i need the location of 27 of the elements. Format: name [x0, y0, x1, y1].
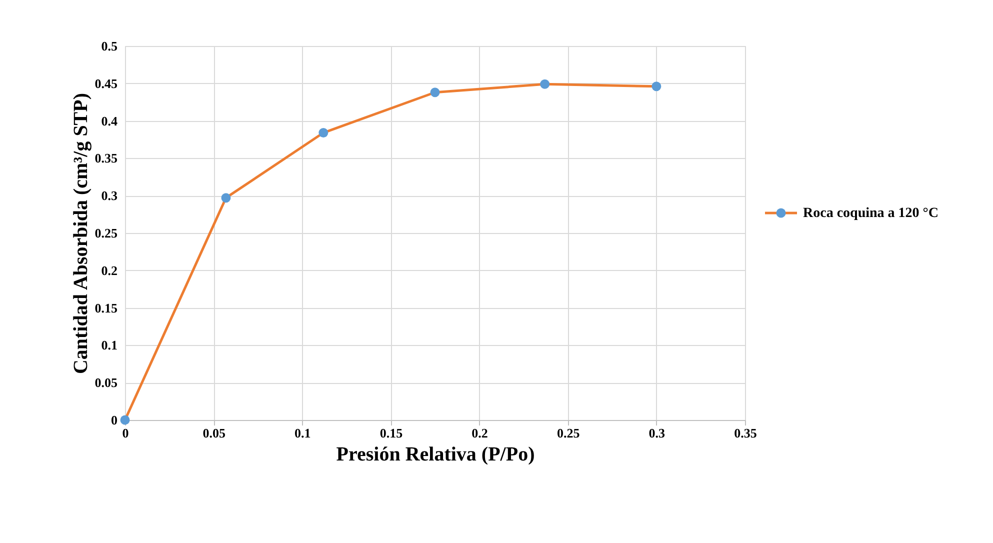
y-tick-label: 0.5: [101, 38, 118, 54]
y-tick-label: 0: [111, 412, 118, 428]
x-tick-label: 0.15: [380, 426, 404, 440]
y-tick-label: 0.45: [94, 76, 118, 91]
y-tick-label: 0.1: [101, 338, 118, 353]
point: [430, 88, 440, 98]
y-tick-label: 0.15: [94, 300, 118, 316]
x-tick-label: 0: [122, 426, 129, 440]
x-tick-label: 0.1: [294, 426, 311, 440]
point: [540, 79, 550, 89]
y-axis-title: Cantidad Absorbida (cm³/g STP): [70, 92, 92, 374]
x-tick-label: 0.35: [734, 426, 758, 440]
y-tick-label: 0.25: [94, 226, 118, 240]
y-tick-label: 0.4: [101, 113, 118, 128]
y-tick-label: 0.2: [101, 262, 118, 278]
x-tick-label: 0.2: [472, 426, 488, 440]
y-tick-label: 0.35: [94, 150, 118, 166]
x-axis-title: Presión Relativa (P/Po): [336, 444, 535, 466]
x-tick-label: 0.25: [556, 426, 580, 440]
point: [221, 193, 231, 203]
legend-label: Roca coquina a 120 °C: [803, 206, 938, 221]
y-tick-label: 0.3: [101, 188, 118, 204]
x-tick-label: 0.05: [202, 426, 226, 440]
x-tick-label: 0.3: [648, 426, 666, 440]
point: [318, 128, 328, 138]
y-tick-label: 0.05: [94, 375, 118, 390]
point: [652, 82, 662, 92]
